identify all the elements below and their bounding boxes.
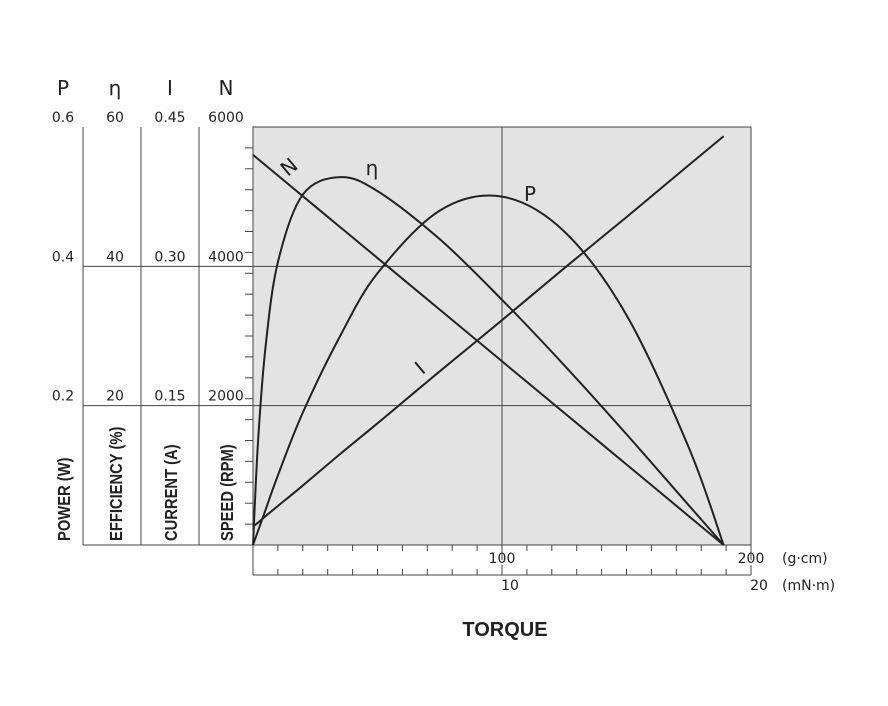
curve xyxy=(252,194,725,546)
axis-title: POWER (W) xyxy=(55,457,75,541)
y-tick-label: 20 xyxy=(106,389,124,405)
y-tick-label: 0.15 xyxy=(154,389,185,405)
curve xyxy=(252,154,725,546)
x2-tick-label: 20 xyxy=(750,578,768,594)
curve-label: P xyxy=(524,182,536,206)
curve xyxy=(252,176,725,546)
curve xyxy=(252,135,725,528)
axis-title: SPEED (RPM) xyxy=(218,444,238,541)
axis-symbol: P xyxy=(57,76,69,100)
y-tick-label: 0.4 xyxy=(52,249,74,265)
y-tick-label: 0.6 xyxy=(52,110,74,126)
x2-unit: (mN·m) xyxy=(782,578,835,594)
axis-symbol: I xyxy=(167,76,173,100)
y-tick-label: 6000 xyxy=(208,110,244,126)
axis-symbol: N xyxy=(219,76,234,100)
y-tick-label: 0.45 xyxy=(154,110,185,126)
x2-tick-label: 10 xyxy=(501,578,519,594)
y-tick-label: 0.30 xyxy=(154,249,185,265)
x-axis-title: TORQUE xyxy=(462,619,547,641)
axis-title: EFFICIENCY (%) xyxy=(107,427,127,541)
y-tick-label: 40 xyxy=(106,249,124,265)
axis-symbol: η xyxy=(109,76,122,100)
curve-label: η xyxy=(366,156,379,180)
y-tick-label: 2000 xyxy=(208,389,244,405)
x-unit: (g·cm) xyxy=(782,551,828,567)
y-tick-label: 0.2 xyxy=(52,389,74,405)
y-tick-label: 4000 xyxy=(208,249,244,265)
axis-title: CURRENT (A) xyxy=(162,444,182,541)
y-tick-label: 60 xyxy=(106,110,124,126)
